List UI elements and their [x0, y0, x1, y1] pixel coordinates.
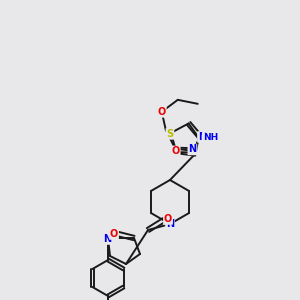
- Text: O: O: [110, 229, 118, 239]
- Text: NH: NH: [202, 133, 218, 142]
- Text: N: N: [166, 219, 174, 229]
- Text: N: N: [198, 132, 206, 142]
- Text: N: N: [188, 144, 196, 154]
- Text: O: O: [172, 146, 180, 156]
- Text: O: O: [158, 107, 166, 117]
- Text: N: N: [103, 234, 111, 244]
- Text: O: O: [164, 214, 172, 224]
- Text: S: S: [166, 129, 173, 139]
